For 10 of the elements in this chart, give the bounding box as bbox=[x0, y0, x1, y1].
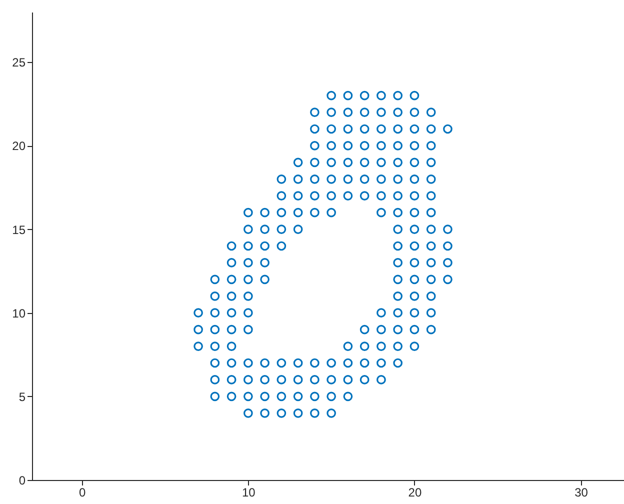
y-tick-label: 25 bbox=[12, 56, 26, 70]
y-tick-label: 5 bbox=[18, 390, 26, 404]
y-tick-label: 10 bbox=[12, 306, 26, 320]
x-tick-label: 10 bbox=[242, 486, 256, 500]
y-tick-label: 20 bbox=[12, 139, 26, 154]
x-tick-label: 20 bbox=[408, 486, 422, 500]
x-tick-label: 30 bbox=[574, 486, 588, 500]
x-tick-label: 0 bbox=[79, 486, 86, 500]
y-tick-label: 15 bbox=[12, 222, 26, 237]
y-tick-label: 0 bbox=[18, 474, 26, 488]
